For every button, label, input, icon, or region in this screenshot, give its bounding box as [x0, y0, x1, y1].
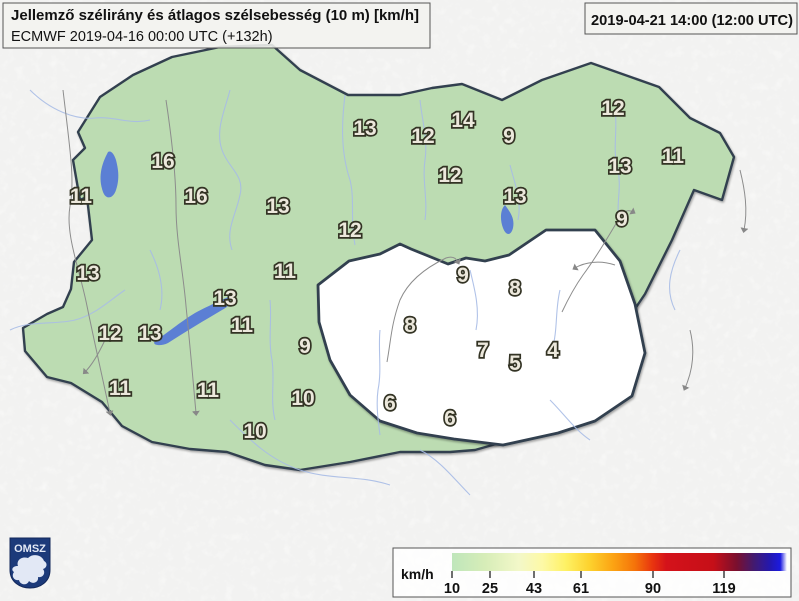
svg-text:61: 61: [573, 581, 589, 597]
svg-text:11: 11: [109, 377, 132, 400]
svg-text:16: 16: [151, 150, 174, 173]
svg-text:13: 13: [266, 195, 289, 218]
svg-text:6: 6: [444, 407, 456, 430]
svg-text:8: 8: [404, 314, 416, 337]
svg-text:13: 13: [76, 262, 99, 285]
svg-text:OMSZ: OMSZ: [14, 543, 46, 555]
svg-text:25: 25: [482, 581, 498, 597]
svg-text:Jellemző szélirány és átlagos: Jellemző szélirány és átlagos szélsebess…: [11, 7, 419, 24]
svg-text:10: 10: [444, 581, 460, 597]
svg-text:11: 11: [197, 379, 220, 402]
svg-text:12: 12: [338, 219, 361, 242]
svg-text:8: 8: [509, 277, 521, 300]
svg-text:11: 11: [274, 260, 297, 283]
svg-text:12: 12: [601, 97, 624, 120]
svg-text:9: 9: [503, 125, 515, 148]
svg-text:16: 16: [184, 185, 207, 208]
svg-text:13: 13: [353, 117, 376, 140]
svg-text:6: 6: [384, 392, 396, 415]
svg-text:43: 43: [526, 581, 542, 597]
svg-text:13: 13: [503, 185, 526, 208]
svg-text:9: 9: [457, 264, 469, 287]
svg-text:119: 119: [712, 581, 735, 597]
svg-text:4: 4: [547, 339, 559, 362]
svg-text:13: 13: [138, 322, 161, 345]
svg-text:km/h: km/h: [401, 566, 434, 582]
svg-text:7: 7: [477, 339, 489, 362]
svg-text:11: 11: [70, 185, 93, 208]
svg-text:13: 13: [213, 287, 236, 310]
svg-text:9: 9: [616, 208, 628, 231]
svg-text:2019-04-21 14:00 (12:00 UTC): 2019-04-21 14:00 (12:00 UTC): [591, 12, 793, 29]
svg-text:13: 13: [608, 155, 631, 178]
svg-text:90: 90: [645, 581, 661, 597]
svg-text:10: 10: [291, 387, 314, 410]
svg-text:9: 9: [299, 335, 311, 358]
svg-text:5: 5: [509, 352, 521, 375]
svg-text:11: 11: [662, 145, 685, 168]
svg-text:12: 12: [98, 322, 121, 345]
svg-text:12: 12: [411, 125, 434, 148]
svg-text:12: 12: [438, 164, 461, 187]
svg-text:14: 14: [451, 109, 475, 132]
svg-text:10: 10: [243, 420, 266, 443]
svg-text:11: 11: [231, 314, 254, 337]
svg-text:ECMWF 2019-04-16 00:00 UTC (+1: ECMWF 2019-04-16 00:00 UTC (+132h): [11, 29, 273, 45]
